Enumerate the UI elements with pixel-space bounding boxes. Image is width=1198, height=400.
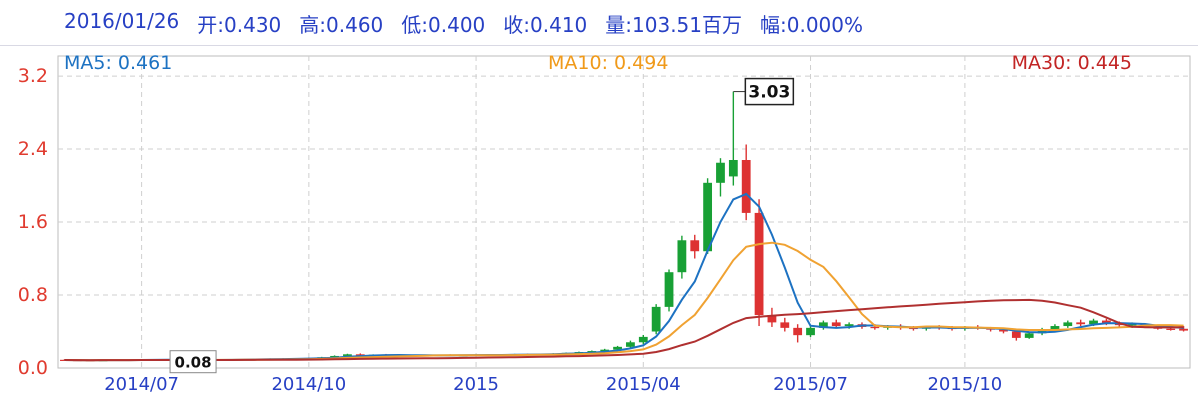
candle-body [754,212,764,316]
candle-body [728,160,738,177]
header-close: 收:0.410 [503,13,588,37]
ma5-label: MA5: 0.461 [64,52,173,74]
candle-body [1011,331,1021,338]
candle-body [626,342,635,347]
y-tick-label: 2.4 [18,138,48,160]
x-tick-label: 2015/04 [606,374,681,395]
candle-body [703,182,713,252]
candle-body [690,240,700,252]
x-tick-label: 2015 [453,374,499,395]
candle-body [330,355,339,358]
header-divider [0,45,1198,46]
ma10-line [64,241,1184,362]
candle-body [613,346,622,350]
candle-body [1101,320,1111,324]
annotation-0.08: 0.08 [169,350,217,374]
candle-body [999,329,1008,332]
header-low: 低:0.400 [401,13,486,37]
candle-body [343,354,352,356]
candle-body [651,306,661,332]
candle-body [1166,328,1176,330]
candle-body [1050,326,1060,330]
candle-body [677,240,687,273]
candle-body [741,160,751,213]
candle-body [1076,322,1086,325]
y-axis: 0.0 0.8 1.6 2.4 3.2 [18,65,1190,379]
y-tick-label: 1.6 [18,211,48,233]
x-tick-label: 2014/07 [104,374,179,395]
candle-body [716,162,725,183]
candle-body [355,354,365,356]
header-change: 幅:0.000% [760,13,863,37]
candle-body [1089,320,1098,325]
candle-body [1127,324,1137,326]
header-date: 2016/01/26 [64,9,180,33]
x-tick-label: 2015/07 [773,374,848,395]
candle-body [831,322,841,327]
svg-text:3.03: 3.03 [748,83,790,103]
ohlc-header: 2016/01/26 开:0.430 高:0.460 低:0.400 收:0.4… [64,9,863,38]
candle-body [1179,328,1188,331]
x-tick-label: 2014/10 [271,374,346,395]
candle-body [600,349,610,352]
candle-body [587,351,597,353]
candle-body [818,322,828,328]
header-high: 高:0.460 [299,13,384,37]
y-tick-label: 0.8 [18,284,48,306]
candle-body [664,272,674,307]
svg-text:0.08: 0.08 [175,354,212,372]
x-axis: 2014/07 2014/10 2015 2015/04 2015/07 2015/10 [104,56,1002,395]
header-volume: 量:103.51百万 [605,13,742,37]
y-tick-label: 3.2 [18,65,48,87]
candles-layer [60,91,1188,362]
candle-body [767,315,777,323]
candle-body [1114,323,1124,326]
candle-body [870,326,880,329]
ma30-line [64,298,1184,362]
annotation-3.03: 3.03 [733,77,795,106]
candle-body [780,322,790,328]
candle-body [1024,333,1034,338]
candle-body [793,327,803,336]
candle-body [806,327,815,336]
candle-body [638,336,648,343]
header-open: 开:0.430 [197,13,282,37]
ma10-label: MA10: 0.494 [548,52,669,74]
y-tick-label: 0.0 [18,357,48,379]
plot-frame [57,55,1191,369]
ma-legend: MA5: 0.461 MA10: 0.494 MA30: 0.445 [0,52,1198,76]
ma30-label: MA30: 0.445 [1011,52,1132,74]
candle-body [1063,322,1073,327]
x-tick-label: 2015/10 [927,374,1002,395]
candle-body [844,324,854,327]
